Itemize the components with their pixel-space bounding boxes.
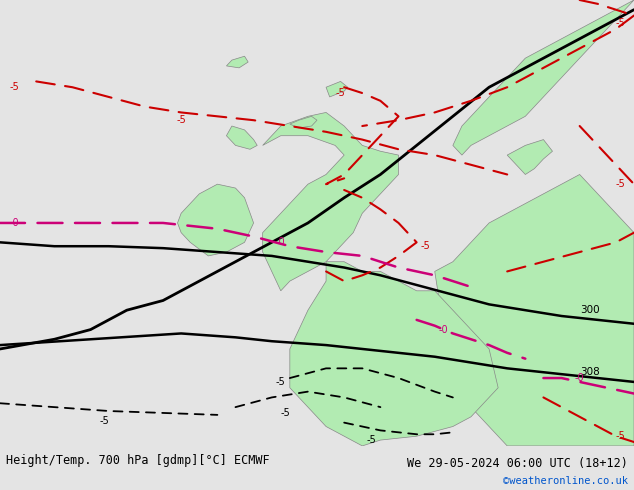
Polygon shape — [226, 56, 248, 68]
Text: 308: 308 — [579, 367, 599, 377]
Text: -5: -5 — [420, 241, 430, 251]
Polygon shape — [290, 116, 317, 128]
Polygon shape — [262, 112, 399, 291]
Text: -5: -5 — [615, 431, 625, 441]
Polygon shape — [326, 81, 348, 97]
Text: -5: -5 — [176, 115, 186, 125]
Text: -5: -5 — [615, 179, 625, 189]
Text: We 29-05-2024 06:00 UTC (18+12): We 29-05-2024 06:00 UTC (18+12) — [407, 457, 628, 469]
Text: -5: -5 — [9, 82, 19, 92]
Text: -5: -5 — [335, 88, 345, 98]
Text: -5: -5 — [366, 435, 376, 445]
Text: -0: -0 — [439, 324, 449, 335]
Polygon shape — [290, 262, 498, 446]
Text: ©weatheronline.co.uk: ©weatheronline.co.uk — [503, 476, 628, 486]
Polygon shape — [226, 126, 257, 149]
Text: -0: -0 — [9, 218, 18, 228]
Text: Height/Temp. 700 hPa [gdmp][°C] ECMWF: Height/Temp. 700 hPa [gdmp][°C] ECMWF — [6, 454, 270, 467]
Text: -5: -5 — [615, 18, 625, 28]
Text: 300: 300 — [579, 305, 599, 315]
Text: -5: -5 — [281, 408, 290, 418]
Text: -5: -5 — [275, 377, 285, 387]
Polygon shape — [453, 0, 634, 155]
Text: -0: -0 — [575, 373, 585, 383]
Text: -5: -5 — [100, 416, 110, 426]
Polygon shape — [435, 174, 634, 446]
Polygon shape — [178, 184, 254, 256]
Polygon shape — [507, 140, 552, 174]
Text: -0: -0 — [276, 237, 285, 247]
